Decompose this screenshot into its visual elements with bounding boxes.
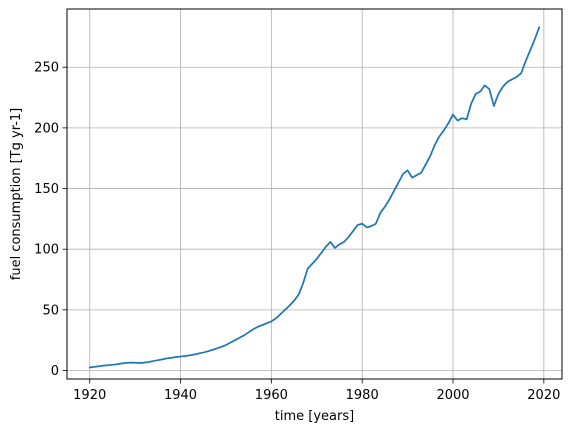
x-axis-ticks: 1920 1940 1960 1980 2000 2020 [73, 379, 560, 403]
y-axis-ticks: 0 50 100 150 200 250 [34, 61, 67, 379]
x-tick-label: 1980 [346, 388, 379, 403]
x-tick-label: 1920 [73, 388, 106, 403]
x-tick-label: 1940 [164, 388, 197, 403]
vertical-gridlines [89, 9, 545, 379]
x-axis-label: time [years] [275, 409, 354, 424]
y-tick-label: 150 [34, 182, 59, 197]
plot-frame [66, 8, 563, 380]
y-axis-label: fuel consumption [Tg yr-1] [9, 108, 24, 281]
y-tick-label: 0 [51, 364, 59, 379]
x-tick-label: 2020 [527, 388, 560, 403]
y-tick-label: 100 [34, 243, 59, 258]
y-tick-label: 200 [34, 121, 59, 136]
y-tick-label: 250 [34, 61, 59, 76]
y-tick-label: 50 [42, 303, 59, 318]
x-tick-label: 1960 [255, 388, 288, 403]
fuel-consumption-line [88, 26, 541, 369]
x-tick-label: 2000 [436, 388, 469, 403]
horizontal-gridlines [67, 66, 562, 371]
